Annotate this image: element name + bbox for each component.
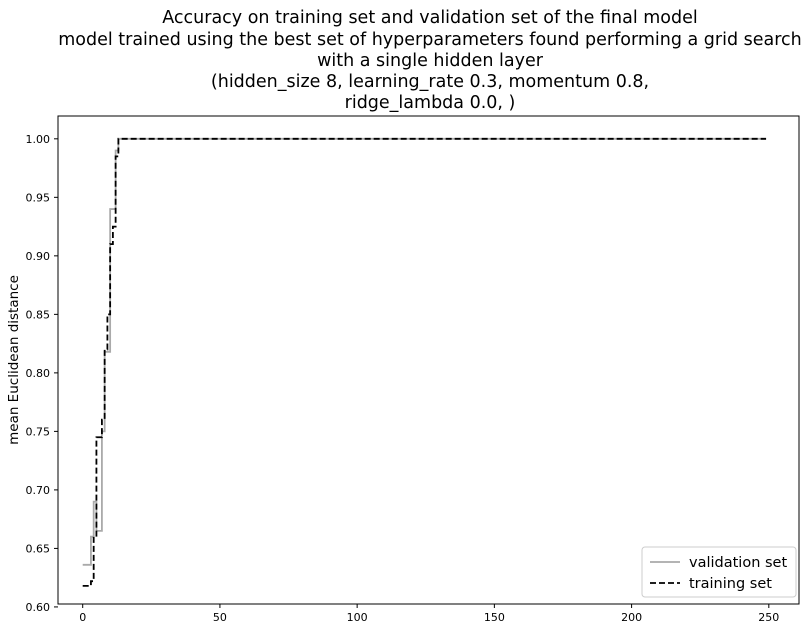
series-line-validation-set: [82, 137, 767, 566]
chart-title: Accuracy on training set and validation …: [58, 8, 802, 113]
x-tick-label: 100: [347, 611, 368, 624]
title-line-3: with a single hidden layer: [317, 51, 544, 71]
y-tick-label: 0.70: [26, 484, 51, 497]
y-tick-label: 0.65: [26, 542, 51, 555]
legend: validation set training set: [641, 546, 797, 598]
title-line-5: ridge_lambda 0.0, ): [345, 93, 516, 113]
y-tick-label: 0.90: [26, 250, 51, 263]
legend-box: [641, 546, 797, 598]
y-tick-label: 0.95: [26, 191, 51, 204]
y-axis-ticks: 0.60 0.65 0.70 0.75 0.80 0.85 0.90 0.95 1.00: [26, 133, 58, 614]
title-line-2: model trained using the best set of hype…: [58, 30, 802, 50]
x-axis-ticks: 0 50 100 150 200 250: [79, 604, 779, 624]
series-line-training-set: [82, 137, 767, 587]
x-tick-label: 0: [79, 611, 86, 624]
y-axis-label: mean Euclidean distance: [6, 275, 22, 445]
y-tick-label: 0.80: [26, 367, 51, 380]
axes-frame: [57, 115, 800, 605]
title-line-1: Accuracy on training set and validation …: [162, 8, 697, 28]
legend-label-training-set: training set: [689, 576, 772, 592]
title-line-4: (hidden_size 8, learning_rate 0.3, momen…: [211, 72, 649, 92]
y-tick-label: 1.00: [26, 133, 51, 146]
x-tick-label: 200: [621, 611, 642, 624]
x-tick-label: 50: [213, 611, 227, 624]
y-tick-label: 0.75: [26, 425, 51, 438]
series-layer: [82, 137, 767, 587]
axes: [57, 115, 800, 605]
y-tick-label: 0.85: [26, 308, 51, 321]
x-tick-label: 250: [758, 611, 779, 624]
legend-label-validation-set: validation set: [689, 555, 787, 571]
y-tick-label: 0.60: [26, 601, 51, 614]
x-tick-label: 150: [484, 611, 505, 624]
